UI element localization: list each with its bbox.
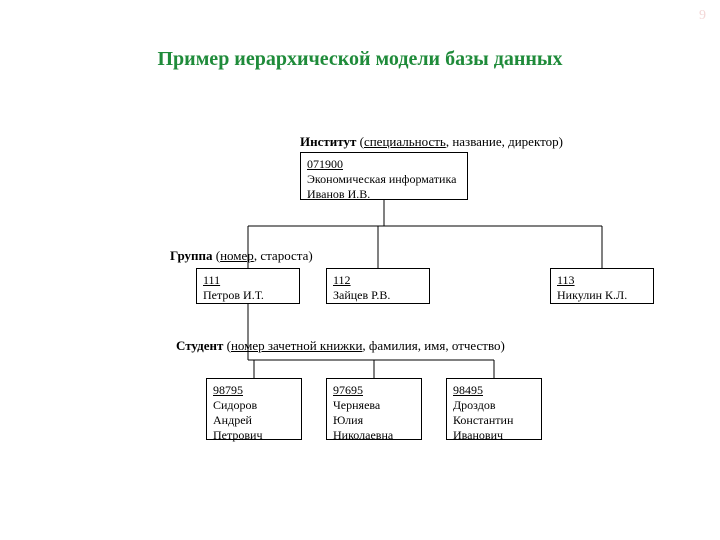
node-student-3-line2: Константин [453,413,513,427]
node-group-1-line1: Петров И.Т. [203,288,264,302]
node-group-1: 111 Петров И.Т. [196,268,300,304]
node-group-2-line1: Зайцев Р.В. [333,288,390,302]
node-group-3: 113 Никулин К.Л. [550,268,654,304]
node-student-1-line2: Андрей [213,413,252,427]
hierarchy-diagram: Институт (специальность, название, дирек… [0,0,720,540]
node-student-2-line1: Черняева [333,398,380,412]
node-student-1-key: 98795 [213,383,243,397]
label-student-underlined: номер зачетной книжки [231,338,362,353]
node-student-2-line2: Юлия [333,413,363,427]
label-student: Студент (номер зачетной книжки, фамилия,… [176,338,505,354]
label-institute: Институт (специальность, название, дирек… [300,134,563,150]
label-student-bold: Студент [176,338,223,353]
label-institute-bold: Институт [300,134,356,149]
node-group-3-key: 113 [557,273,575,287]
node-institute-line2: Иванов И.В. [307,187,370,201]
node-student-1-line1: Сидоров [213,398,257,412]
node-student-2-key: 97695 [333,383,363,397]
node-institute-key: 071900 [307,157,343,171]
node-student-3-line1: Дроздов [453,398,495,412]
node-group-3-line1: Никулин К.Л. [557,288,627,302]
node-student-1-line3: Петрович [213,428,263,442]
label-group-underlined: номер [220,248,254,263]
label-group: Группа (номер, староста) [170,248,313,264]
label-institute-underlined: специальность [364,134,446,149]
node-student-3: 98495 Дроздов Константин Иванович [446,378,542,440]
node-group-2: 112 Зайцев Р.В. [326,268,430,304]
node-group-2-key: 112 [333,273,351,287]
node-student-2-line3: Николаевна [333,428,393,442]
node-student-1: 98795 Сидоров Андрей Петрович [206,378,302,440]
node-institute: 071900 Экономическая информатика Иванов … [300,152,468,200]
node-institute-line1: Экономическая информатика [307,172,456,186]
node-group-1-key: 111 [203,273,220,287]
node-student-3-line3: Иванович [453,428,503,442]
label-group-bold: Группа [170,248,213,263]
node-student-3-key: 98495 [453,383,483,397]
node-student-2: 97695 Черняева Юлия Николаевна [326,378,422,440]
